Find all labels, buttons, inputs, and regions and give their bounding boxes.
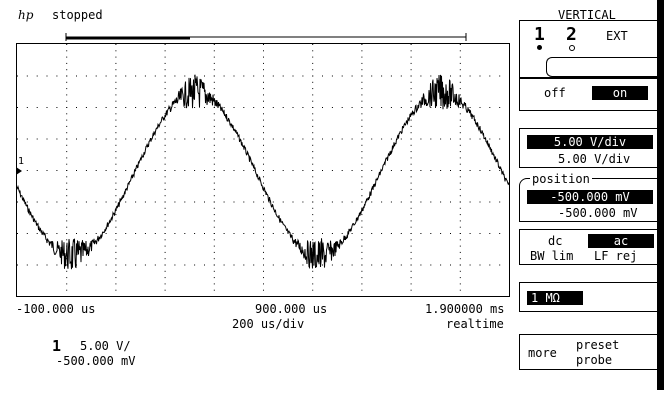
vdiv-value: 5.00 V/div bbox=[558, 152, 631, 166]
channel-select-softkey[interactable]: 1 2 EXT bbox=[519, 20, 658, 78]
preset-label[interactable]: preset bbox=[576, 338, 620, 352]
position-softkey[interactable]: position -500.000 mV -500.000 mV bbox=[519, 172, 658, 222]
frame-edge bbox=[657, 0, 664, 390]
probe-label[interactable]: probe bbox=[576, 353, 613, 367]
trace-marker-label: 1 bbox=[18, 156, 25, 167]
impedance-value[interactable]: 1 MΩ bbox=[527, 291, 583, 305]
channel-1-option[interactable]: 1 bbox=[534, 24, 545, 45]
impedance-softkey[interactable]: 1 MΩ bbox=[519, 282, 658, 312]
channel-ext-option[interactable]: EXT bbox=[606, 29, 628, 43]
vertical-menu-title: VERTICAL bbox=[558, 8, 616, 22]
memory-bar bbox=[65, 33, 467, 41]
position-value: -500.000 mV bbox=[558, 206, 638, 220]
scope-screen[interactable] bbox=[16, 43, 510, 297]
coupling-dc-option[interactable]: dc bbox=[548, 234, 563, 248]
vdiv-selected[interactable]: 5.00 V/div bbox=[527, 135, 653, 149]
on-option[interactable]: on bbox=[592, 86, 648, 100]
channel-offset: -500.000 mV bbox=[56, 354, 136, 368]
acquisition-mode-label: realtime bbox=[446, 317, 504, 331]
left-time-label: -100.000 us bbox=[16, 302, 96, 316]
coupling-softkey[interactable]: dc ac BW lim LF rej bbox=[519, 229, 658, 265]
selected-dot-icon bbox=[537, 45, 542, 50]
vdiv-softkey[interactable]: 5.00 V/div 5.00 V/div bbox=[519, 128, 658, 168]
off-option[interactable]: off bbox=[544, 86, 566, 100]
off-on-softkey[interactable]: off on bbox=[519, 78, 658, 111]
more-preset-probe-softkey[interactable]: more preset probe bbox=[519, 334, 658, 370]
lf-rej-option[interactable]: LF rej bbox=[594, 249, 638, 263]
right-time-label: 1.900000 ms bbox=[425, 302, 505, 316]
run-status: stopped bbox=[52, 8, 103, 22]
hp-logo: hp bbox=[18, 8, 34, 22]
time-per-div-label: 200 us/div bbox=[232, 317, 305, 331]
position-selected[interactable]: -500.000 mV bbox=[527, 190, 653, 204]
channel-divider bbox=[546, 57, 657, 77]
channel-number: 1 bbox=[52, 337, 62, 355]
coupling-ac-option[interactable]: ac bbox=[588, 234, 654, 248]
graticule bbox=[17, 44, 501, 291]
unselected-dot-icon bbox=[569, 45, 575, 51]
trace-marker-arrow-icon bbox=[16, 167, 22, 175]
more-label[interactable]: more bbox=[528, 346, 557, 360]
bw-lim-option[interactable]: BW lim bbox=[530, 249, 574, 263]
channel-scale: 5.00 V/ bbox=[80, 339, 131, 353]
channel-2-option[interactable]: 2 bbox=[566, 24, 577, 45]
position-label: position bbox=[530, 172, 592, 186]
waveform-trace bbox=[17, 74, 509, 270]
center-time-label: 900.000 us bbox=[255, 302, 328, 316]
